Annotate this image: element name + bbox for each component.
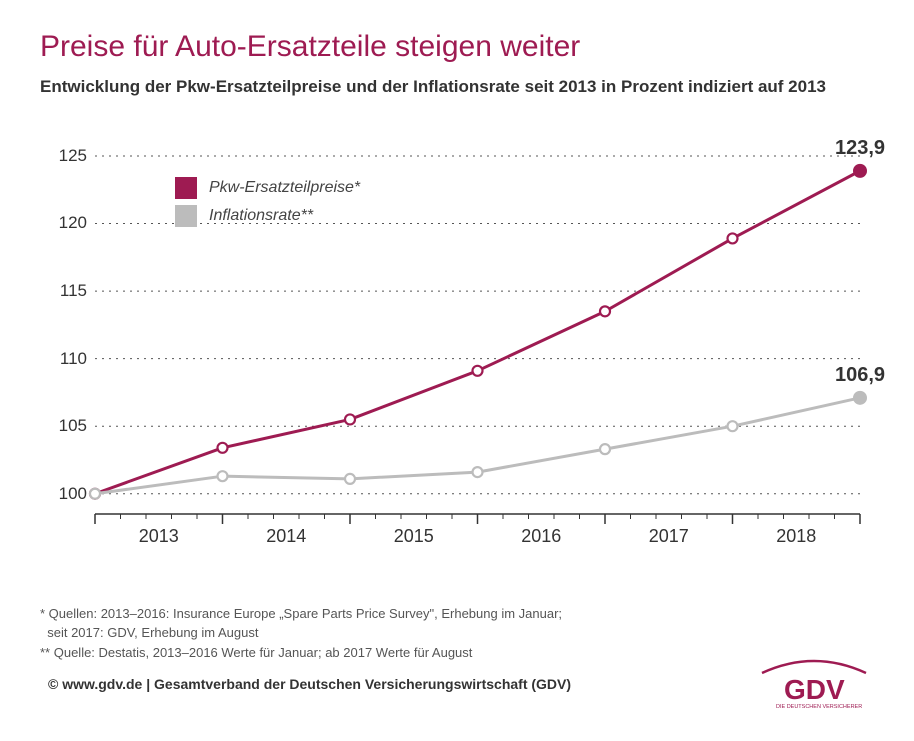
legend-swatch <box>175 205 197 227</box>
chart-title: Preise für Auto-Ersatzteile steigen weit… <box>40 30 874 64</box>
series-end-label-inflation: 106,9 <box>835 364 885 387</box>
logo-subtext: DIE DEUTSCHEN VERSICHERER <box>776 704 862 710</box>
chart-subtitle: Entwicklung der Pkw-Ersatzteilpreise und… <box>40 76 874 99</box>
x-tick-label: 2017 <box>649 526 689 547</box>
legend-item-inflation: Inflationsrate** <box>175 205 360 227</box>
x-tick-label: 2018 <box>776 526 816 547</box>
legend-item-ersatzteil: Pkw-Ersatzteilpreise* <box>175 177 360 199</box>
y-tick-label: 105 <box>47 416 87 436</box>
legend-swatch <box>175 177 197 199</box>
legend-text: Pkw-Ersatzteilpreise* <box>209 179 360 197</box>
y-tick-label: 120 <box>47 213 87 233</box>
x-tick-label: 2013 <box>139 526 179 547</box>
footnotes: * Quellen: 2013–2016: Insurance Europe „… <box>40 604 874 663</box>
legend: Pkw-Ersatzteilpreise* Inflationsrate** <box>175 177 360 233</box>
y-tick-label: 115 <box>47 281 87 301</box>
chart-svg <box>40 119 870 559</box>
legend-text: Inflationsrate** <box>209 207 313 225</box>
chart-area: Pkw-Ersatzteilpreise* Inflationsrate** 10… <box>40 119 870 559</box>
y-tick-label: 100 <box>47 484 87 504</box>
credit-line: © www.gdv.de | Gesamtverband der Deutsch… <box>48 676 874 692</box>
y-tick-label: 110 <box>47 349 87 369</box>
footnote-line: seit 2017: GDV, Erhebung im August <box>40 623 874 643</box>
y-tick-label: 125 <box>47 146 87 166</box>
series-end-label-ersatzteil: 123,9 <box>835 137 885 160</box>
footnote-line: ** Quelle: Destatis, 2013–2016 Werte für… <box>40 643 874 663</box>
footnote-line: * Quellen: 2013–2016: Insurance Europe „… <box>40 604 874 624</box>
gdv-logo: GDV DIE DEUTSCHEN VERSICHERER <box>754 651 874 716</box>
logo-text: GDV <box>784 674 845 705</box>
chart-container: Preise für Auto-Ersatzteile steigen weit… <box>0 0 914 741</box>
x-tick-label: 2014 <box>266 526 306 547</box>
x-tick-label: 2016 <box>521 526 561 547</box>
x-tick-label: 2015 <box>394 526 434 547</box>
